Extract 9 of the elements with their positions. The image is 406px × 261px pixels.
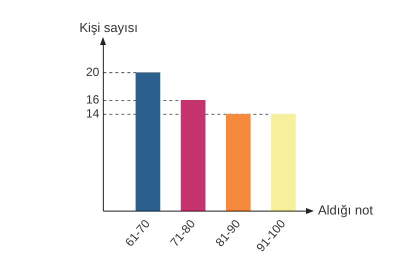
y-tick-label: 14 — [86, 106, 100, 121]
y-tick-label: 20 — [86, 65, 100, 79]
bar — [180, 100, 206, 212]
bar — [271, 114, 296, 212]
y-axis-title: Kişi sayısı — [79, 20, 138, 36]
bar — [226, 114, 251, 212]
bar — [136, 72, 160, 212]
y-tick-label: 16 — [86, 92, 100, 107]
x-axis-title: Aldığı not — [318, 202, 374, 218]
